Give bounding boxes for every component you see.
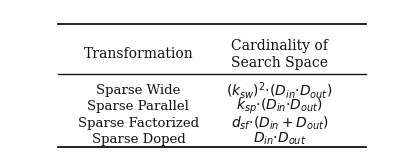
Text: Search Space: Search Space	[230, 56, 327, 70]
Text: Sparse Doped: Sparse Doped	[91, 133, 185, 146]
Text: $(k_{sw})^2{\cdot}(D_{in}{\cdot}D_{out})$: $(k_{sw})^2{\cdot}(D_{in}{\cdot}D_{out})…	[226, 79, 332, 100]
Text: $d_{sf}{\cdot}(D_{in} + D_{out})$: $d_{sf}{\cdot}(D_{in} + D_{out})$	[230, 115, 328, 132]
Text: Sparse Factorized: Sparse Factorized	[78, 117, 199, 130]
Text: $k_{sp}{\cdot}(D_{in}{\cdot}D_{out})$: $k_{sp}{\cdot}(D_{in}{\cdot}D_{out})$	[235, 97, 322, 116]
Text: $D_{in}{\cdot}D_{out}$: $D_{in}{\cdot}D_{out}$	[252, 131, 306, 147]
Text: Sparse Wide: Sparse Wide	[96, 83, 180, 96]
Text: Sparse Parallel: Sparse Parallel	[87, 100, 189, 113]
Text: Cardinality of: Cardinality of	[230, 39, 327, 53]
Text: Transformation: Transformation	[83, 47, 193, 61]
